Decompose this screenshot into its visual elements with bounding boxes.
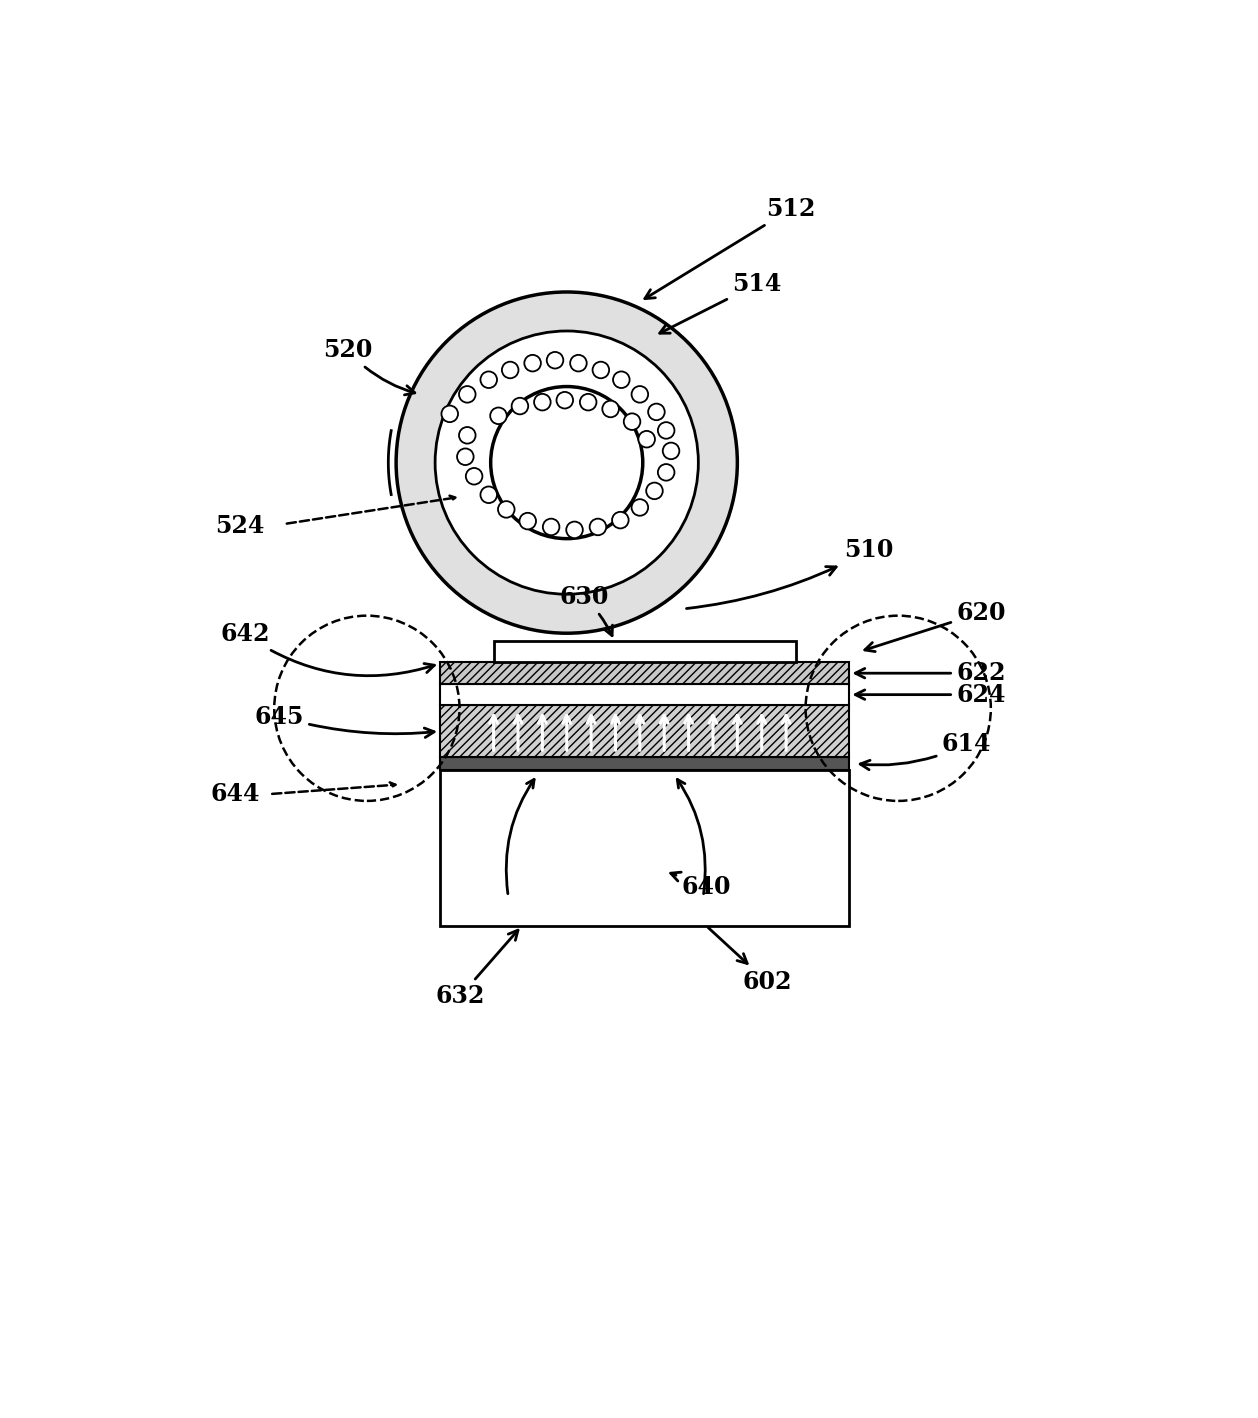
Circle shape: [547, 352, 564, 369]
Circle shape: [638, 431, 655, 448]
Circle shape: [632, 386, 648, 403]
Circle shape: [658, 423, 674, 438]
Circle shape: [590, 519, 606, 535]
Circle shape: [613, 372, 629, 389]
Text: 520: 520: [323, 339, 415, 394]
Text: 630: 630: [560, 586, 613, 635]
Circle shape: [535, 394, 551, 410]
Circle shape: [647, 482, 663, 499]
Text: 512: 512: [645, 197, 815, 299]
Bar: [440, 770, 849, 926]
Circle shape: [648, 404, 664, 420]
Circle shape: [556, 391, 574, 408]
Circle shape: [593, 362, 609, 379]
Circle shape: [580, 394, 596, 410]
Circle shape: [543, 519, 560, 535]
Circle shape: [481, 486, 497, 503]
Bar: [440, 757, 849, 770]
Text: 602: 602: [708, 927, 793, 994]
Circle shape: [603, 401, 619, 417]
Circle shape: [465, 468, 482, 485]
Text: 524: 524: [215, 513, 264, 537]
Circle shape: [435, 330, 698, 594]
Circle shape: [459, 386, 476, 403]
Bar: [493, 641, 796, 662]
Circle shape: [396, 292, 737, 634]
Circle shape: [502, 362, 518, 379]
Circle shape: [481, 372, 497, 389]
Text: 645: 645: [254, 705, 434, 737]
Bar: [440, 705, 849, 757]
Text: 622: 622: [855, 661, 1006, 685]
Circle shape: [658, 464, 674, 481]
Circle shape: [520, 513, 536, 529]
Text: 614: 614: [860, 732, 991, 770]
Circle shape: [442, 406, 458, 423]
Circle shape: [525, 354, 541, 372]
Circle shape: [566, 522, 582, 539]
Circle shape: [663, 442, 679, 459]
Text: 640: 640: [671, 872, 731, 899]
Circle shape: [570, 354, 586, 372]
Text: 624: 624: [855, 682, 1006, 706]
Bar: [440, 683, 849, 705]
Text: 620: 620: [864, 601, 1006, 651]
Circle shape: [491, 407, 507, 424]
Circle shape: [491, 387, 643, 539]
Circle shape: [632, 499, 648, 516]
Circle shape: [613, 512, 629, 529]
Text: 644: 644: [210, 783, 260, 805]
Text: 510: 510: [687, 539, 893, 608]
Text: 642: 642: [220, 623, 434, 676]
Circle shape: [457, 448, 473, 465]
Circle shape: [624, 414, 640, 430]
Circle shape: [512, 398, 528, 414]
Bar: [440, 662, 849, 683]
Circle shape: [498, 501, 515, 518]
Text: 514: 514: [659, 272, 781, 333]
Text: 632: 632: [435, 930, 518, 1008]
Circle shape: [459, 427, 476, 444]
